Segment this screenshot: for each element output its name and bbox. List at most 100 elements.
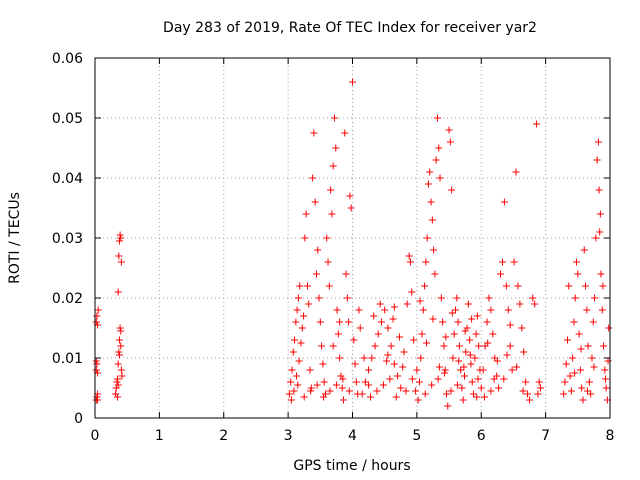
data-point <box>395 333 403 341</box>
data-point <box>480 393 488 401</box>
data-point <box>595 186 603 194</box>
data-point <box>490 375 498 383</box>
data-point <box>592 234 600 242</box>
data-point <box>93 312 101 320</box>
data-point <box>117 234 125 242</box>
data-point <box>477 384 485 392</box>
data-point <box>444 402 452 410</box>
data-point <box>402 387 410 395</box>
data-point <box>584 342 592 350</box>
data-point <box>589 318 597 326</box>
data-point <box>598 306 606 314</box>
x-tick-label: 2 <box>219 428 228 444</box>
data-point <box>575 330 583 338</box>
data-point <box>428 381 436 389</box>
data-point <box>519 387 527 395</box>
data-point <box>384 351 392 359</box>
data-point <box>459 396 467 404</box>
data-point <box>520 348 528 356</box>
data-point <box>307 387 315 395</box>
data-point <box>464 300 472 308</box>
data-point <box>333 306 341 314</box>
data-point <box>536 384 544 392</box>
data-point <box>329 162 337 170</box>
data-point <box>565 282 573 290</box>
data-point <box>570 318 578 326</box>
data-point <box>307 384 315 392</box>
data-point <box>534 390 542 398</box>
data-point <box>300 312 308 320</box>
data-point <box>298 324 306 332</box>
data-point <box>365 381 373 389</box>
y-axis-label: ROTI / TECUs <box>7 192 23 284</box>
data-point <box>564 336 572 344</box>
data-point <box>562 360 570 368</box>
data-point <box>434 375 442 383</box>
data-point <box>387 342 395 350</box>
data-point <box>305 300 313 308</box>
data-point <box>431 270 439 278</box>
data-point <box>403 300 411 308</box>
data-point <box>426 168 434 176</box>
data-point <box>506 342 514 350</box>
data-point <box>112 390 120 398</box>
data-point <box>591 294 599 302</box>
data-point <box>596 210 604 218</box>
data-point <box>330 114 338 122</box>
data-point <box>302 210 310 218</box>
y-tick-label: 0 <box>74 411 83 427</box>
data-point <box>453 381 461 389</box>
data-point <box>116 231 124 239</box>
data-point <box>600 342 608 350</box>
data-point <box>338 384 346 392</box>
y-tick-label: 0.06 <box>52 51 83 67</box>
data-point <box>573 258 581 266</box>
data-point <box>604 357 612 365</box>
data-point <box>432 156 440 164</box>
data-point <box>389 315 397 323</box>
data-point <box>506 321 514 329</box>
x-tick-label: 8 <box>606 428 615 444</box>
data-point <box>457 366 465 374</box>
data-point <box>424 180 432 188</box>
data-point <box>601 366 609 374</box>
data-point <box>416 297 424 305</box>
y-tick-label: 0.04 <box>52 171 83 187</box>
data-point <box>115 237 123 245</box>
data-point <box>337 372 345 380</box>
data-point <box>529 294 537 302</box>
data-point <box>291 336 299 344</box>
data-point <box>468 378 476 386</box>
axis-ticks: 0 1 2 3 4 5 6 7 8 0 0.01 0.02 0.03 0.04 0.05 0.06 <box>52 51 615 444</box>
data-point <box>343 294 351 302</box>
data-point <box>582 282 590 290</box>
data-point <box>571 369 579 377</box>
data-point <box>408 288 416 296</box>
data-point <box>312 270 320 278</box>
data-point <box>289 348 297 356</box>
data-point <box>313 381 321 389</box>
data-point <box>468 315 476 323</box>
data-point <box>115 252 123 260</box>
data-point <box>345 387 353 395</box>
data-point <box>522 378 530 386</box>
data-point <box>332 381 340 389</box>
data-point <box>561 378 569 386</box>
data-point <box>475 342 483 350</box>
data-point <box>602 384 610 392</box>
data-point <box>531 300 539 308</box>
data-point <box>377 318 385 326</box>
data-point <box>436 174 444 182</box>
data-point <box>485 294 493 302</box>
data-point <box>321 390 329 398</box>
data-point <box>514 282 522 290</box>
data-point <box>474 375 482 383</box>
data-point <box>429 315 437 323</box>
data-point <box>450 330 458 338</box>
data-point <box>339 375 347 383</box>
data-point <box>326 387 334 395</box>
data-point <box>479 366 487 374</box>
data-point <box>590 363 598 371</box>
data-point <box>323 234 331 242</box>
data-point <box>437 294 445 302</box>
